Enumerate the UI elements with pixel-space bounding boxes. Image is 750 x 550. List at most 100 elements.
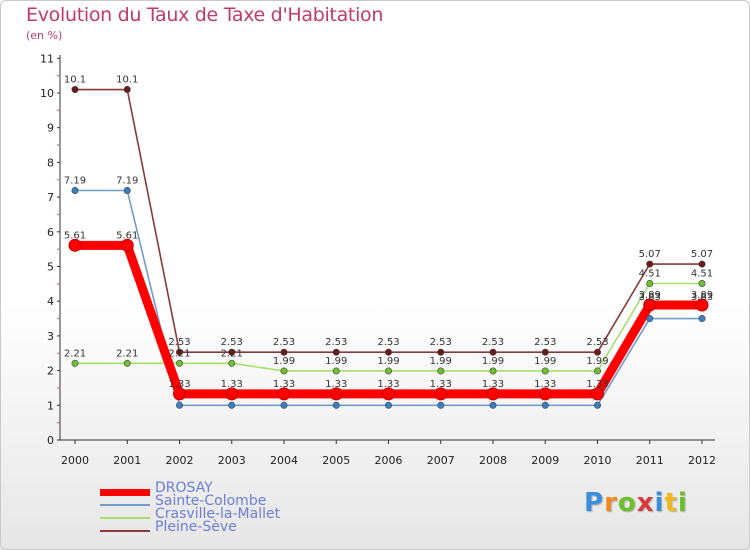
y-tick-label: 9 <box>47 122 54 135</box>
x-tick-label: 2008 <box>479 454 507 467</box>
data-point <box>593 401 601 409</box>
data-label: 2.21 <box>221 348 243 359</box>
data-point <box>384 401 392 409</box>
legend-label: Pleine-Sève <box>155 519 237 535</box>
data-label: 1.33 <box>168 379 190 390</box>
data-point <box>123 86 131 94</box>
legend-swatch-pleine-seve <box>100 530 150 532</box>
proxiti-logo: Proxiti <box>584 488 688 518</box>
x-tick-label: 2012 <box>688 454 716 467</box>
data-point <box>329 387 343 401</box>
y-tick-label: 4 <box>47 295 54 308</box>
x-tick-label: 2001 <box>113 454 141 467</box>
data-point <box>541 401 549 409</box>
data-point <box>486 387 500 401</box>
data-point <box>71 359 79 367</box>
data-label: 7.19 <box>116 176 138 187</box>
data-label: 5.61 <box>116 230 138 241</box>
series-line-pleine-s-ve <box>74 88 703 354</box>
data-label: 2.53 <box>482 337 504 348</box>
y-minor-tick <box>57 283 59 285</box>
data-label: 2.53 <box>221 337 243 348</box>
logo-letter: i <box>654 488 665 518</box>
logo-letter: P <box>584 488 605 518</box>
data-label: 3.89 <box>691 290 713 301</box>
data-point <box>384 367 392 375</box>
data-point <box>280 348 288 356</box>
data-point <box>437 367 445 375</box>
y-minor-tick <box>57 317 59 320</box>
y-minor-tick <box>57 421 59 424</box>
data-label: 2.53 <box>377 337 399 348</box>
data-label: 1.33 <box>534 379 556 390</box>
data-point <box>541 348 549 356</box>
data-point <box>228 401 236 409</box>
logo-letter: t <box>664 488 678 518</box>
data-label: 5.61 <box>64 230 86 241</box>
y-tick-label: 11 <box>40 52 54 65</box>
data-point <box>437 348 445 356</box>
y-minor-tick <box>57 178 59 181</box>
data-point <box>437 401 445 409</box>
data-label: 3.83 <box>639 292 661 303</box>
data-point <box>228 348 236 356</box>
x-tick-label: 2011 <box>636 454 664 467</box>
data-point <box>120 238 134 252</box>
x-tick-label: 2005 <box>322 454 350 467</box>
data-point <box>489 367 497 375</box>
x-tick-label: 2004 <box>270 454 298 467</box>
x-tick-label: 2002 <box>166 454 194 467</box>
data-point <box>123 359 131 367</box>
legend-swatch-drosay <box>100 489 150 496</box>
data-point <box>695 298 709 312</box>
data-label: 2.21 <box>116 348 138 359</box>
y-tick-label: 8 <box>47 156 54 169</box>
data-label: 1.33 <box>586 379 608 390</box>
y-minor-tick <box>57 213 59 216</box>
x-tick-label: 2010 <box>584 454 612 467</box>
legend-swatch-crasville <box>100 517 150 519</box>
data-label: 4.51 <box>691 269 713 280</box>
legend-label: DROSAY <box>155 480 213 496</box>
data-point <box>698 280 706 288</box>
data-point <box>176 401 184 409</box>
data-point <box>646 315 654 323</box>
data-label: 1.33 <box>325 379 347 390</box>
logo-letter: r <box>604 488 618 518</box>
y-tick-label: 5 <box>47 261 54 274</box>
y-minor-tick <box>57 144 59 146</box>
legend-label: Sainte-Colombe <box>155 493 267 509</box>
y-tick-label: 6 <box>47 226 54 239</box>
data-point <box>68 238 82 252</box>
data-point <box>698 260 706 268</box>
data-label: 1.99 <box>430 356 452 367</box>
data-label: 5.07 <box>639 249 661 260</box>
x-tick-label: 2006 <box>375 454 403 467</box>
data-label: 1.99 <box>325 356 347 367</box>
y-tick-label: 3 <box>47 330 54 343</box>
data-label: 4.51 <box>639 269 661 280</box>
data-label: 3.89 <box>639 290 661 301</box>
data-point <box>646 260 654 268</box>
data-label: 1.33 <box>221 379 243 390</box>
data-label: 2.53 <box>586 337 608 348</box>
logo-letter: x <box>636 488 655 518</box>
data-point <box>173 387 186 401</box>
data-point <box>434 387 448 401</box>
legend-swatch-sainte-colombe <box>100 504 150 506</box>
data-label: 1.99 <box>534 356 556 367</box>
y-axis-unit: (en %) <box>26 29 63 42</box>
data-point <box>646 280 654 288</box>
data-point <box>225 387 239 401</box>
data-label: 1.99 <box>482 356 504 367</box>
data-point <box>332 367 340 375</box>
x-tick-label: 2000 <box>61 454 89 467</box>
data-label: 2.53 <box>168 337 190 348</box>
data-label: 7.19 <box>64 176 86 187</box>
y-minor-tick <box>57 109 59 112</box>
data-point <box>384 348 392 356</box>
data-label: 10.1 <box>64 75 86 86</box>
data-label: 2.53 <box>534 337 556 348</box>
data-label: 1.99 <box>586 356 608 367</box>
